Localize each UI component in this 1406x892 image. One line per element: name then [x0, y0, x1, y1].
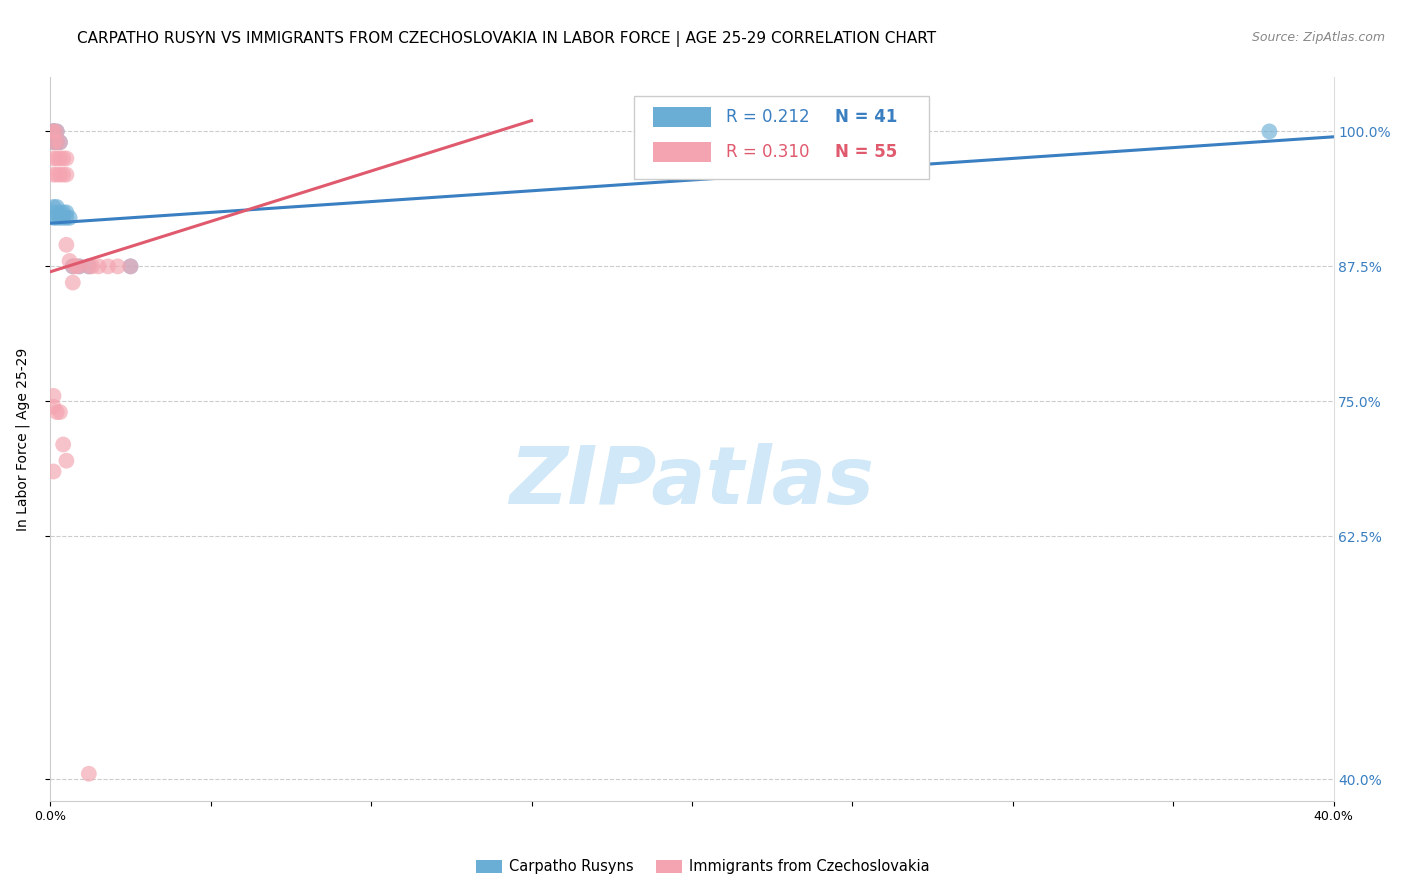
Point [55, 237, 77, 252]
Text: ZIPatlas: ZIPatlas [509, 443, 875, 522]
Point [107, 260, 129, 274]
Text: CARPATHO RUSYN VS IMMIGRANTS FROM CZECHOSLOVAKIA IN LABOR FORCE | AGE 25-29 CORR: CARPATHO RUSYN VS IMMIGRANTS FROM CZECHO… [77, 31, 936, 47]
Point [55, 205, 77, 219]
Point [67, 260, 90, 274]
Point [77, 260, 100, 274]
Point [49, 135, 72, 149]
Point [42, 400, 65, 414]
Point [42, 124, 65, 138]
FancyBboxPatch shape [654, 142, 711, 162]
Point [97, 260, 120, 274]
Point [42, 389, 65, 403]
Point [58, 254, 80, 268]
Point [49, 205, 72, 219]
Y-axis label: In Labor Force | Age 25-29: In Labor Force | Age 25-29 [15, 348, 30, 531]
Point [77, 260, 100, 274]
Point [55, 453, 77, 467]
Point [42, 200, 65, 214]
Point [42, 152, 65, 166]
Point [55, 211, 77, 225]
Point [42, 124, 65, 138]
FancyBboxPatch shape [654, 107, 711, 128]
Point [62, 276, 84, 290]
Point [45, 200, 67, 214]
Point [42, 135, 65, 149]
Text: R = 0.310: R = 0.310 [727, 143, 810, 161]
Point [42, 124, 65, 138]
Point [45, 168, 67, 182]
Point [45, 135, 67, 149]
Text: Source: ZipAtlas.com: Source: ZipAtlas.com [1251, 31, 1385, 45]
Point [62, 260, 84, 274]
Point [45, 405, 67, 419]
Point [42, 124, 65, 138]
Point [1258, 124, 1281, 138]
Point [42, 168, 65, 182]
Point [42, 211, 65, 225]
Point [42, 135, 65, 149]
Point [42, 465, 65, 479]
Legend: Carpatho Rusyns, Immigrants from Czechoslovakia: Carpatho Rusyns, Immigrants from Czechos… [470, 854, 936, 880]
FancyBboxPatch shape [634, 95, 929, 178]
Point [49, 405, 72, 419]
Point [120, 260, 142, 274]
Point [49, 211, 72, 225]
Point [45, 152, 67, 166]
Point [80, 260, 103, 274]
Point [52, 152, 75, 166]
Point [45, 124, 67, 138]
Point [42, 205, 65, 219]
Point [49, 168, 72, 182]
Point [45, 135, 67, 149]
Point [62, 260, 84, 274]
Text: N = 55: N = 55 [835, 143, 897, 161]
Point [52, 211, 75, 225]
Point [45, 124, 67, 138]
Text: N = 41: N = 41 [835, 108, 898, 127]
Point [77, 766, 100, 780]
Point [42, 124, 65, 138]
Point [67, 260, 90, 274]
Point [87, 260, 110, 274]
Text: R = 0.212: R = 0.212 [727, 108, 810, 127]
Point [55, 152, 77, 166]
Point [120, 260, 142, 274]
Point [58, 211, 80, 225]
Point [52, 205, 75, 219]
Point [65, 260, 87, 274]
Point [52, 168, 75, 182]
Point [49, 135, 72, 149]
Point [52, 437, 75, 451]
Point [55, 168, 77, 182]
Point [49, 152, 72, 166]
Point [45, 211, 67, 225]
